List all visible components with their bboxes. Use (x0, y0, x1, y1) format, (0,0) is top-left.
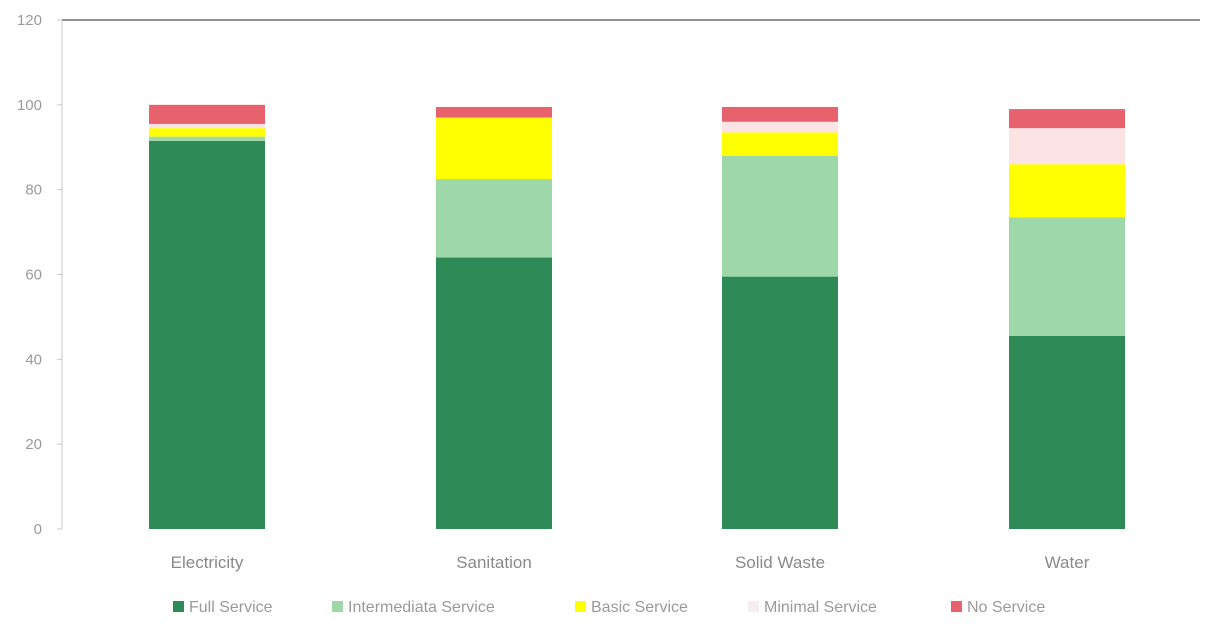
bar-water-full-service (1009, 336, 1125, 529)
y-tick-label: 120 (17, 12, 42, 29)
y-tick-label: 60 (25, 267, 42, 284)
legend-swatch (332, 601, 343, 612)
bar-solid-waste-intermediata-service (722, 155, 838, 277)
y-tick-label: 100 (17, 97, 42, 114)
bar-water-no-service (1009, 109, 1125, 129)
x-tick-label: Sanitation (456, 553, 532, 572)
bar-electricity-minimal-service (149, 123, 265, 129)
y-tick-label: 40 (25, 351, 42, 368)
x-tick-label: Electricity (171, 553, 244, 572)
bar-solid-waste-basic-service (722, 132, 838, 156)
legend-label: Basic Service (591, 599, 688, 616)
bar-sanitation-intermediata-service (436, 179, 552, 258)
legend-swatch (951, 601, 962, 612)
bar-electricity-intermediata-service (149, 136, 265, 141)
bar-water-intermediata-service (1009, 217, 1125, 337)
legend-swatch (575, 601, 586, 612)
y-tick-label: 80 (25, 182, 42, 199)
legend-label: Intermediata Service (348, 599, 495, 616)
bar-electricity-basic-service (149, 128, 265, 137)
bar-electricity-full-service (149, 140, 265, 529)
bar-sanitation-basic-service (436, 117, 552, 180)
x-tick-label: Water (1045, 553, 1090, 572)
bar-solid-waste-no-service (722, 106, 838, 122)
y-axis-ticks: 0 20 40 60 80 100 120 (17, 12, 62, 538)
bar-sanitation-full-service (436, 257, 552, 529)
bars (149, 104, 1125, 529)
bar-water-minimal-service (1009, 128, 1125, 165)
y-tick-label: 0 (34, 521, 42, 538)
legend-swatch (748, 601, 759, 612)
y-tick-label: 20 (25, 436, 42, 453)
legend-label: Minimal Service (764, 599, 877, 616)
bar-solid-waste-full-service (722, 276, 838, 529)
legend-label: No Service (967, 599, 1045, 616)
bar-solid-waste-minimal-service (722, 121, 838, 133)
x-axis-labels: Electricity Sanitation Solid Waste Water (171, 553, 1090, 572)
legend-swatch (173, 601, 184, 612)
legend: Full Service Intermediata Service Basic Se… (173, 599, 1045, 616)
legend-label: Full Service (189, 599, 273, 616)
x-tick-label: Solid Waste (735, 553, 825, 572)
bar-water-basic-service (1009, 164, 1125, 218)
bar-electricity-no-service (149, 104, 265, 124)
bar-sanitation-no-service (436, 106, 552, 118)
